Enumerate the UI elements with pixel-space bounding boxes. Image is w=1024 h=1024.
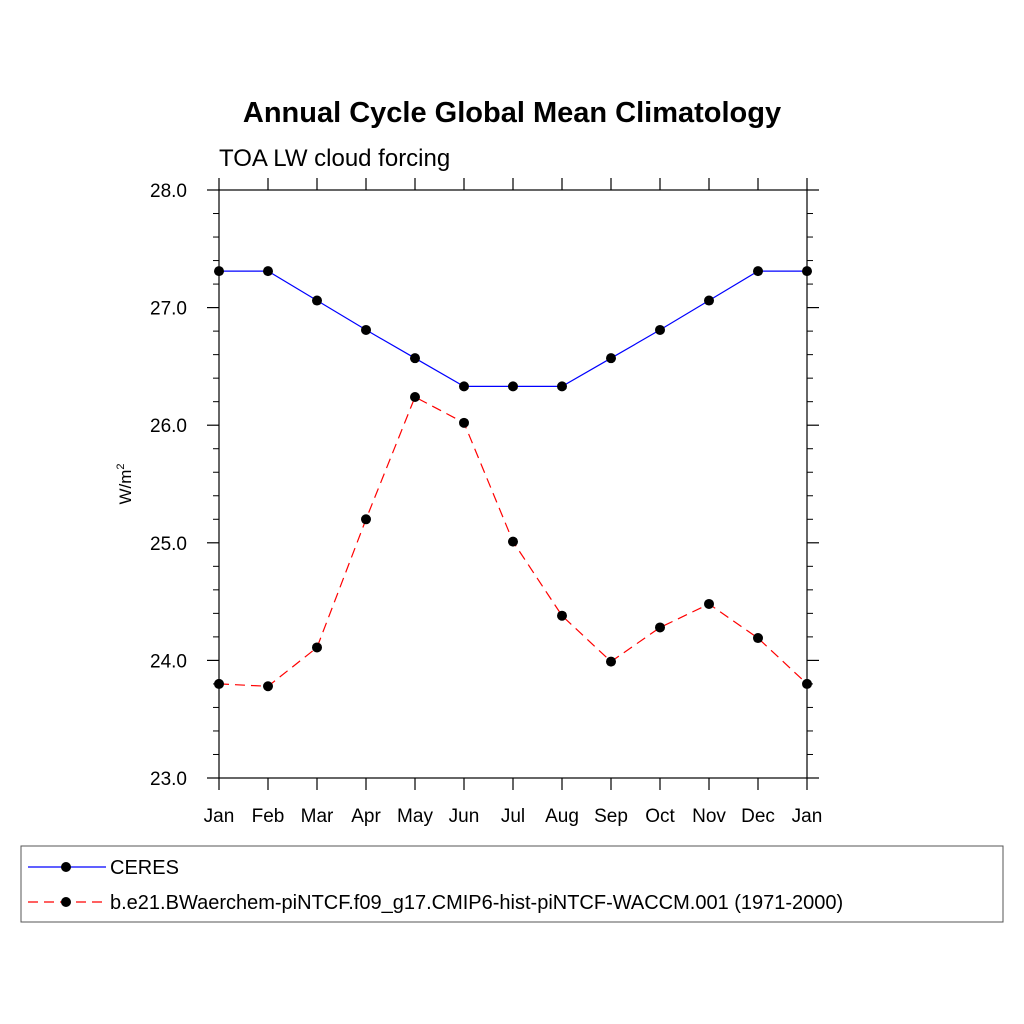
series-1-point	[459, 417, 469, 428]
series-0-point	[606, 353, 616, 364]
series-0-point	[312, 295, 322, 306]
series-0-point	[655, 324, 665, 335]
series-1-point	[704, 598, 714, 609]
y-axis-label-text: W/m	[116, 470, 135, 505]
series-1-point	[508, 536, 518, 547]
x-tick-label: Jun	[449, 806, 480, 827]
y-tick-label: 25.0	[150, 534, 187, 555]
series-1-point	[361, 514, 371, 525]
series-0-point	[459, 381, 469, 392]
chart-subtitle: TOA LW cloud forcing	[219, 145, 450, 172]
y-tick-label: 28.0	[150, 181, 187, 202]
series-1-point	[557, 610, 567, 621]
y-tick-label: 23.0	[150, 769, 187, 790]
series-line-0	[219, 270, 807, 387]
legend-marker-ceres	[61, 862, 71, 872]
x-tick-label: Nov	[692, 806, 726, 827]
chart-title: Annual Cycle Global Mean Climatology	[243, 97, 781, 129]
series-1-point	[214, 678, 224, 689]
series-0-point	[753, 266, 763, 277]
x-tick-label: Jul	[501, 806, 525, 827]
y-axis-label-superscript: 2	[115, 463, 127, 469]
legend-marker-model	[61, 897, 71, 907]
svg-text:W/m2: W/m2	[115, 463, 135, 504]
series-1-point	[410, 391, 420, 402]
series-1-point	[753, 633, 763, 644]
x-tick-label: Sep	[594, 806, 628, 827]
plot-area-frame	[218, 189, 808, 779]
series-0-point	[410, 353, 420, 364]
legend: CERES b.e21.BWaerchem-piNTCF.f09_g17.CMI…	[20, 845, 1004, 923]
x-tick-labels: Jan Feb Mar Apr May Jun Jul Aug Sep Oct Nov Dec Jan	[204, 806, 823, 827]
series-1-point	[263, 681, 273, 692]
y-axis-label: W/m2	[115, 463, 135, 504]
y-tick-labels: 23.0 24.0 25.0 26.0 27.0 28.0	[150, 181, 187, 790]
legend-label-ceres: CERES	[110, 857, 179, 879]
x-tick-label: May	[397, 806, 433, 827]
series-0-point	[214, 266, 224, 277]
series-1-point	[802, 678, 812, 689]
series-0-point	[802, 266, 812, 277]
y-tick-label: 24.0	[150, 651, 187, 672]
series-0-point	[263, 266, 273, 277]
series-0-point	[557, 381, 567, 392]
x-tick-label: Dec	[741, 806, 775, 827]
legend-label-model: b.e21.BWaerchem-piNTCF.f09_g17.CMIP6-his…	[110, 892, 843, 914]
x-tick-label: Jan	[792, 806, 823, 827]
x-tick-label: Feb	[252, 806, 285, 827]
axis-ticks	[207, 178, 819, 790]
x-tick-label: Oct	[645, 806, 675, 827]
series-1-point	[606, 656, 616, 667]
legend-box	[20, 845, 1004, 923]
series-layer	[214, 266, 812, 692]
x-tick-label: Aug	[545, 806, 579, 827]
x-tick-label: Apr	[351, 806, 381, 827]
series-1-point	[312, 642, 322, 653]
series-0-point	[704, 295, 714, 306]
series-0-point	[361, 324, 371, 335]
series-0-point	[508, 381, 518, 392]
x-tick-label: Mar	[301, 806, 334, 827]
series-1-point	[655, 622, 665, 633]
y-tick-label: 27.0	[150, 299, 187, 320]
x-tick-label: Jan	[204, 806, 235, 827]
y-tick-label: 26.0	[150, 416, 187, 437]
